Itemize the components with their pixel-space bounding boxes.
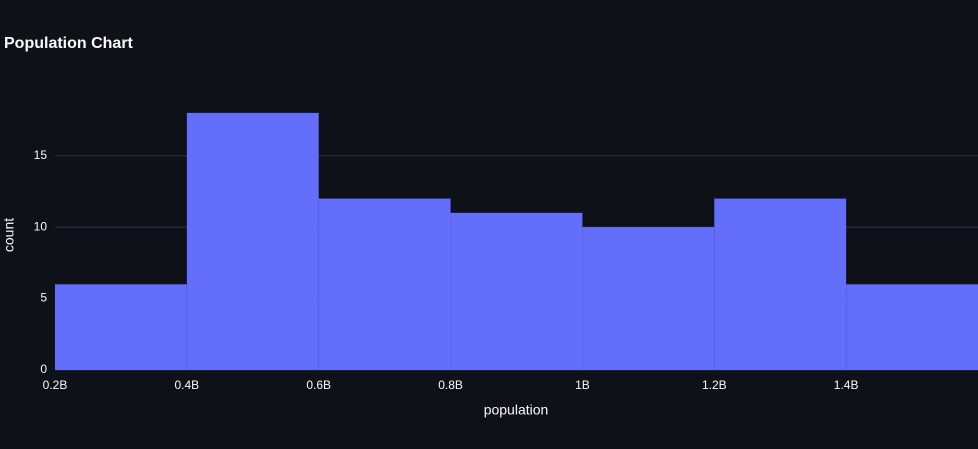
y-tick-label: 10 — [34, 219, 48, 233]
chart-title: Population Chart — [4, 35, 134, 52]
y-tick-label: 0 — [40, 362, 47, 376]
x-tick-label: 1B — [575, 378, 590, 392]
x-tick-label: 1.4B — [834, 378, 859, 392]
bar — [318, 198, 451, 370]
bar — [714, 198, 847, 370]
x-tick-label: 0.8B — [438, 378, 463, 392]
x-tick-label: 0.4B — [175, 378, 200, 392]
bar — [55, 284, 187, 370]
x-tick-label: 0.6B — [306, 378, 331, 392]
y-tick-label: 5 — [40, 291, 47, 305]
y-axis-label: count — [1, 218, 17, 252]
bar — [186, 112, 319, 370]
x-axis-label: population — [484, 402, 549, 418]
y-tick-label: 15 — [34, 148, 48, 162]
x-tick-label: 1.2B — [702, 378, 727, 392]
x-tick-label: 0.2B — [43, 378, 68, 392]
bar — [582, 227, 715, 370]
bar — [450, 212, 583, 370]
bar — [846, 284, 978, 370]
